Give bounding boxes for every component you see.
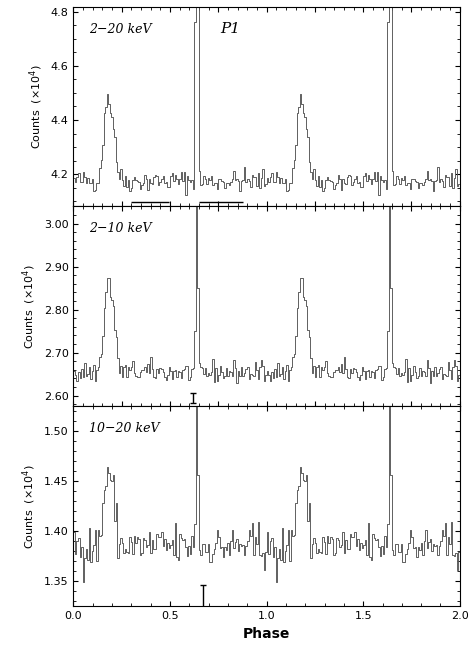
Text: 10−20 keV: 10−20 keV bbox=[89, 422, 159, 436]
Text: P1: P1 bbox=[220, 22, 240, 35]
X-axis label: Phase: Phase bbox=[243, 627, 290, 641]
Y-axis label: Counts  ($\times10^4$): Counts ($\times10^4$) bbox=[27, 65, 45, 149]
Text: 2−20 keV: 2−20 keV bbox=[89, 23, 151, 35]
Y-axis label: Counts  ($\times10^4$): Counts ($\times10^4$) bbox=[21, 464, 38, 548]
Y-axis label: Counts  ($\times10^4$): Counts ($\times10^4$) bbox=[20, 264, 38, 349]
Text: 2−10 keV: 2−10 keV bbox=[89, 222, 151, 235]
